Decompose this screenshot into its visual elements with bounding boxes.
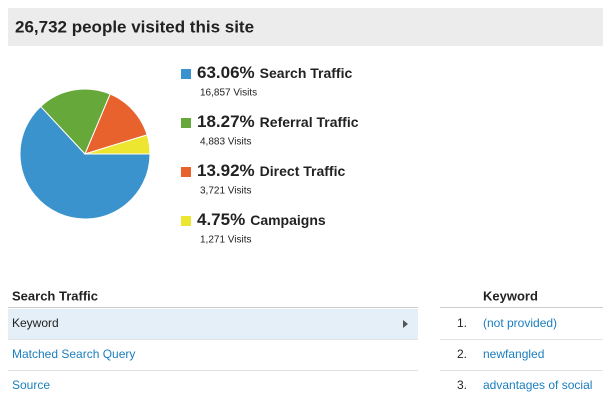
right-table-header: Keyword <box>483 288 538 303</box>
left-table-row[interactable]: Source <box>12 378 50 392</box>
left-table-row[interactable]: Keyword <box>12 316 59 330</box>
keyword-link[interactable]: newfangled <box>483 347 544 361</box>
legend-entry: 13.92% Direct Traffic <box>197 161 345 180</box>
rank: 2. <box>457 347 467 361</box>
legend-percent: 18.27% <box>197 112 255 131</box>
legend-label: Referral Traffic <box>260 114 359 130</box>
pie-slice <box>39 88 111 155</box>
legend-entry: 18.27% Referral Traffic <box>197 112 359 131</box>
legend-visits: 1,271 Visits <box>200 235 252 246</box>
left-table-row[interactable]: Matched Search Query <box>12 347 135 361</box>
row-highlight <box>8 309 418 339</box>
legend-percent: 4.75% <box>197 210 245 229</box>
legend-visits: 4,883 Visits <box>200 137 252 148</box>
legend-entry: 63.06% Search Traffic <box>197 63 352 82</box>
rank: 1. <box>457 316 467 330</box>
legend-label: Direct Traffic <box>260 163 346 179</box>
keyword-link[interactable]: (not provided) <box>483 316 557 330</box>
legend-swatch <box>181 167 191 177</box>
legend-entry: 4.75% Campaigns <box>197 210 326 229</box>
pie-slice <box>84 93 148 155</box>
legend-percent: 13.92% <box>197 161 255 180</box>
header-title: 26,732 people visited this site <box>15 17 254 36</box>
legend-label: Campaigns <box>250 212 326 228</box>
pie-slice <box>19 105 151 220</box>
legend-percent: 63.06% <box>197 63 255 82</box>
header-bar <box>8 8 603 46</box>
legend-visits: 3,721 Visits <box>200 186 252 197</box>
legend-swatch <box>181 216 191 226</box>
keyword-link[interactable]: advantages of social <box>483 378 592 392</box>
legend-visits: 16,857 Visits <box>200 88 257 99</box>
legend-swatch <box>181 69 191 79</box>
legend-label: Search Traffic <box>260 65 353 81</box>
row-arrow <box>403 320 408 328</box>
legend-swatch <box>181 118 191 128</box>
left-table-title: Search Traffic <box>12 288 98 303</box>
rank: 3. <box>457 378 467 392</box>
pie-slice <box>84 134 151 155</box>
